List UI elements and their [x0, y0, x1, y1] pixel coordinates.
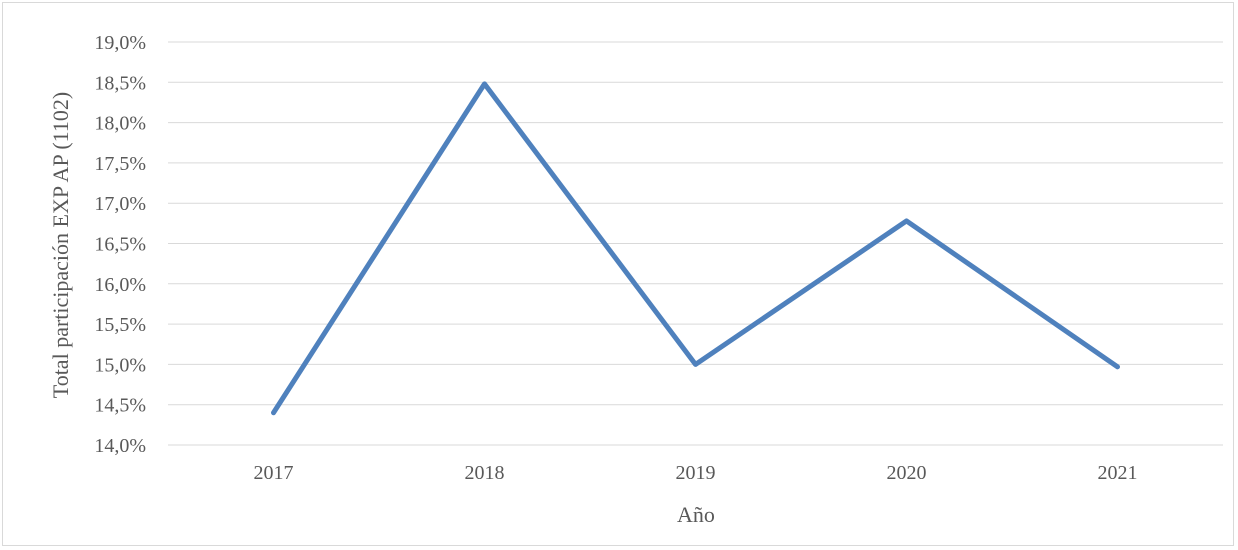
y-tick-label: 14,5% — [94, 395, 146, 417]
x-axis-label: Año — [677, 502, 715, 527]
y-tick-label: 15,0% — [94, 354, 146, 376]
x-tick-label: 2020 — [887, 462, 927, 484]
y-tick-label: 17,0% — [94, 193, 146, 215]
y-tick-label: 16,0% — [94, 274, 146, 296]
y-axis-ticks: 14,0% 14,5% 15,0% 15,5% 16,0% 16,5% 17,0% 17,5%… — [94, 32, 146, 457]
series-layer — [271, 81, 1120, 416]
y-tick-label: 18,0% — [94, 113, 146, 135]
y-tick-label: 16,5% — [94, 234, 146, 256]
y-tick-label: 14,0% — [94, 435, 146, 457]
series-line — [271, 81, 1120, 416]
y-tick-label: 19,0% — [94, 32, 146, 54]
y-tick-label: 15,5% — [94, 314, 146, 336]
y-tick-label: 18,5% — [94, 72, 146, 94]
gridlines — [168, 41, 1223, 446]
y-tick-label: 17,5% — [94, 153, 146, 175]
x-tick-label: 2021 — [1098, 462, 1138, 484]
y-axis-label: Total participación EXP AP (1102) — [48, 92, 73, 398]
x-axis-ticks: 2017 2018 2019 2020 2021 — [254, 462, 1138, 484]
x-tick-label: 2019 — [676, 462, 716, 484]
x-tick-label: 2018 — [465, 462, 505, 484]
x-tick-label: 2017 — [254, 462, 294, 484]
